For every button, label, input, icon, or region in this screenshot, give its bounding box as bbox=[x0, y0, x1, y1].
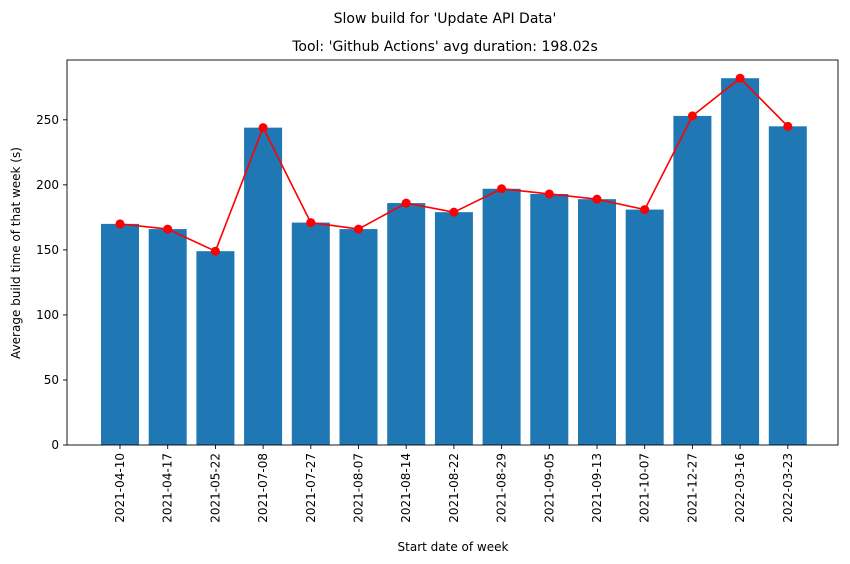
bar bbox=[101, 223, 139, 445]
line-point bbox=[544, 189, 554, 199]
line-point bbox=[783, 121, 793, 131]
bar bbox=[148, 229, 187, 445]
plot-area: 0 50 100 150 200 250 2021-04-10 2021-04-17 2021-… bbox=[36, 59, 839, 523]
x-tick-label: 2022-03-23 bbox=[781, 453, 795, 523]
x-tick-label: 2021-12-27 bbox=[685, 453, 699, 523]
bar bbox=[434, 212, 473, 445]
bar bbox=[768, 126, 807, 445]
x-axis-label: Start date of week bbox=[398, 540, 509, 554]
line-point bbox=[592, 194, 602, 204]
y-tick-label: 250 bbox=[36, 113, 59, 127]
bar bbox=[387, 203, 426, 445]
line-point bbox=[210, 246, 220, 256]
x-tick-label: 2021-10-07 bbox=[638, 453, 652, 523]
x-tick-label: 2021-09-13 bbox=[590, 453, 604, 523]
line-point bbox=[401, 198, 411, 208]
line-point bbox=[640, 205, 650, 215]
x-tick-label: 2021-08-22 bbox=[447, 453, 461, 523]
x-tick-label: 2021-07-27 bbox=[304, 453, 318, 523]
y-axis-label: Average build time of that week (s) bbox=[9, 147, 23, 359]
line-point bbox=[354, 224, 363, 234]
chart-suptitle: Slow build for 'Update API Data' bbox=[334, 11, 557, 27]
y-tick-label: 50 bbox=[44, 373, 59, 387]
line-point bbox=[163, 224, 173, 234]
line-point bbox=[258, 123, 268, 133]
bar bbox=[482, 188, 521, 445]
bar bbox=[530, 193, 569, 445]
bar bbox=[196, 251, 235, 445]
line-point bbox=[306, 218, 316, 228]
line-point bbox=[115, 219, 125, 229]
chart-title: Tool: 'Github Actions' avg duration: 198… bbox=[291, 39, 598, 55]
line-point bbox=[497, 184, 507, 194]
x-tick-label: 2022-03-16 bbox=[733, 453, 747, 523]
x-tick-label: 2021-08-07 bbox=[352, 453, 366, 523]
line-point bbox=[449, 207, 459, 217]
bar bbox=[578, 199, 616, 445]
bar bbox=[673, 115, 712, 446]
y-tick-label: 200 bbox=[36, 178, 59, 192]
bar bbox=[625, 209, 664, 445]
line-point bbox=[687, 111, 697, 121]
bar bbox=[244, 127, 283, 445]
y-tick-label: 0 bbox=[51, 438, 59, 452]
x-tick-label: 2021-08-14 bbox=[399, 453, 413, 523]
x-tick-label: 2021-04-17 bbox=[161, 453, 175, 523]
bar bbox=[721, 78, 760, 445]
x-tick-label: 2021-05-22 bbox=[208, 453, 222, 523]
axes-frame bbox=[66, 59, 839, 446]
bar bbox=[339, 229, 378, 445]
x-tick-label: 2021-09-05 bbox=[542, 453, 556, 523]
y-tick-label: 100 bbox=[36, 308, 59, 322]
x-tick-label: 2021-07-08 bbox=[256, 453, 270, 523]
y-tick-label: 150 bbox=[36, 243, 59, 257]
bar bbox=[291, 222, 330, 445]
line-point bbox=[735, 73, 745, 83]
x-tick-label: 2021-04-10 bbox=[113, 453, 127, 523]
x-tick-label: 2021-08-29 bbox=[495, 453, 509, 523]
